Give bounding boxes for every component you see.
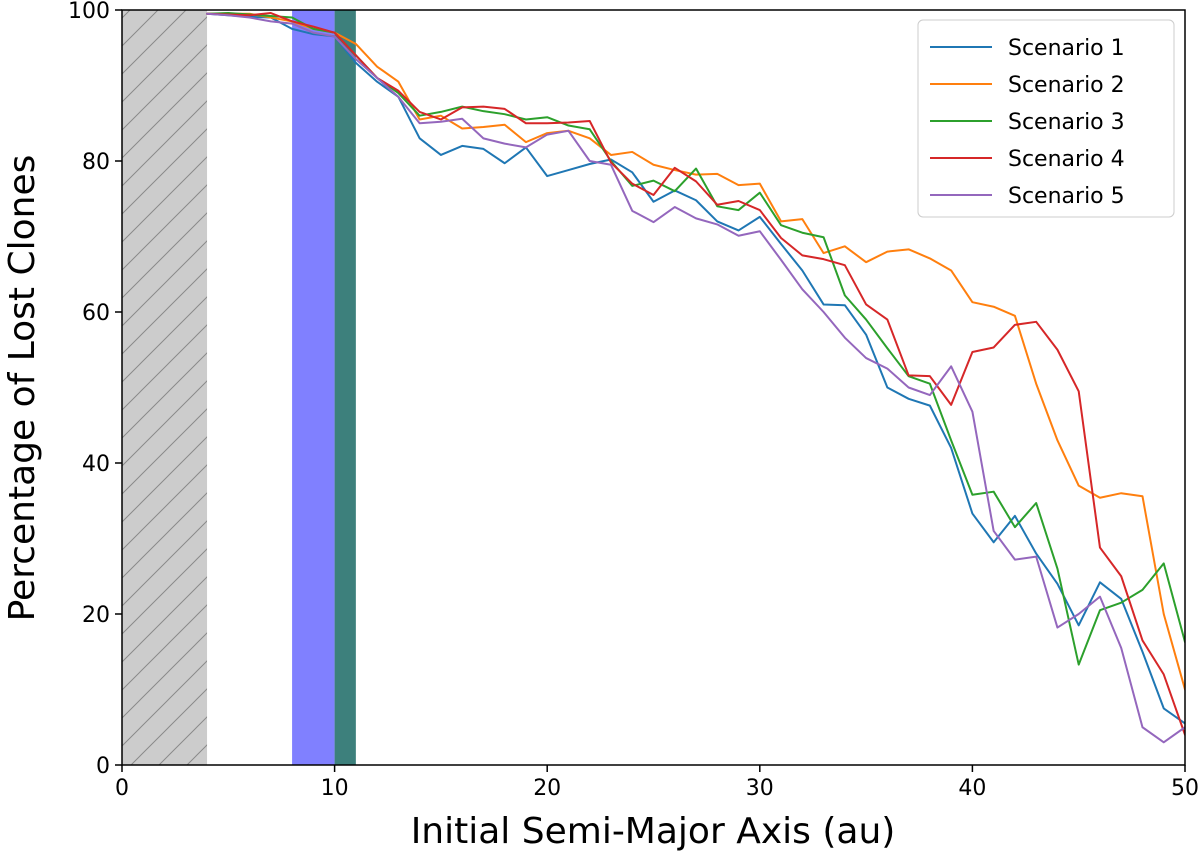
series-line-2 [206, 12, 1185, 691]
legend-label: Scenario 3 [1008, 110, 1125, 135]
x-tick-label: 40 [958, 776, 986, 801]
shaded-region-1 [122, 10, 208, 765]
x-tick-label: 10 [321, 776, 349, 801]
legend: Scenario 1 Scenario 2 Scenario 3 Scenario 4… [917, 19, 1175, 218]
shaded-regions [122, 10, 356, 765]
legend-label: Scenario 1 [1008, 36, 1125, 61]
series-lines [206, 12, 1185, 744]
series-line-1 [206, 12, 1185, 725]
x-tick-label: 30 [746, 776, 774, 801]
x-tick-label: 50 [1171, 776, 1199, 801]
y-tick-label: 20 [82, 603, 110, 628]
series-line-5 [206, 12, 1185, 744]
y-tick-label: 60 [82, 301, 110, 326]
y-axis-ticks: 0 20 40 60 80 100 [68, 0, 122, 779]
plot-frame [121, 9, 1186, 766]
y-tick-label: 40 [82, 452, 110, 477]
y-tick-label: 100 [68, 0, 110, 24]
legend-label: Scenario 5 [1008, 184, 1125, 209]
y-axis-title: Percentage of Lost Clones [2, 155, 43, 622]
shaded-region-2 [292, 10, 335, 765]
x-tick-label: 20 [533, 776, 561, 801]
shaded-region-3 [334, 10, 356, 765]
legend-box [917, 19, 1175, 218]
legend-label: Scenario 2 [1008, 73, 1125, 98]
x-tick-label: 0 [115, 776, 129, 801]
y-tick-label: 80 [82, 150, 110, 175]
y-tick-label: 0 [96, 754, 110, 779]
legend-label: Scenario 4 [1008, 147, 1125, 172]
x-axis-ticks: 0 10 20 30 40 50 [115, 765, 1199, 801]
x-axis-title: Initial Semi-Major Axis (au) [411, 811, 896, 852]
